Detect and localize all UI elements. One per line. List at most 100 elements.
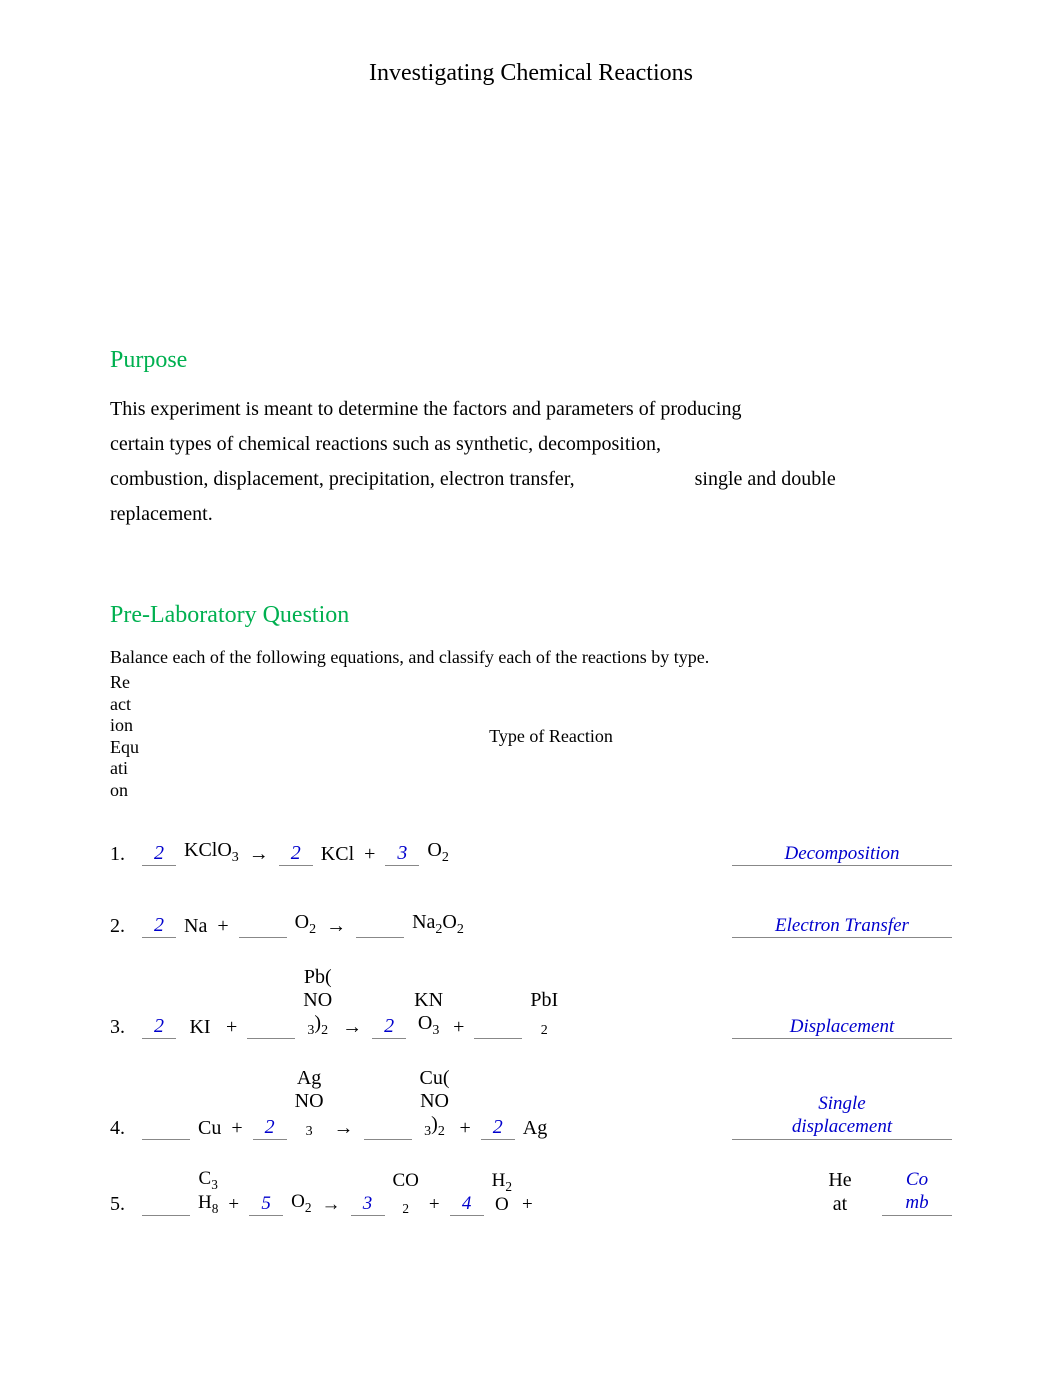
header-frag: Re: [110, 672, 130, 692]
species: H2 O: [488, 1170, 516, 1216]
row-number: 4.: [110, 1117, 138, 1140]
equation-body: 2 KClO3 → 2 KCl + 3 O2: [138, 839, 722, 866]
species: O2: [423, 839, 452, 866]
formula-frag: 2: [402, 1192, 409, 1216]
purpose-text: This experiment is meant to determine th…: [110, 392, 952, 532]
subscript: 2: [438, 1124, 445, 1139]
formula-frag: Ag: [297, 1067, 321, 1090]
arrow: →: [320, 915, 352, 938]
row-number: 3.: [110, 1016, 138, 1039]
prelab-heading: Pre-Laboratory Question: [110, 602, 952, 629]
formula-frag: H2: [492, 1170, 512, 1194]
equation-body: C3 H8 + 5 O2 → 3 CO 2 + 4 H2 O +: [138, 1168, 818, 1216]
formula-frag: KN: [414, 989, 443, 1012]
coefficient: 5: [249, 1193, 283, 1216]
header-frag: ati: [110, 758, 128, 778]
formula-frag: H: [492, 1170, 506, 1191]
coefficient: [142, 1215, 190, 1216]
coefficient: 2: [279, 842, 313, 866]
species: KN O3: [410, 989, 447, 1039]
prelab-instruction: Balance each of the following equations,…: [110, 647, 952, 668]
type-frag: displacement: [792, 1116, 892, 1137]
header-frag: on: [110, 780, 128, 800]
coefficient: 2: [253, 1116, 287, 1140]
header-frag: ion: [110, 715, 133, 735]
species: Na: [180, 915, 211, 938]
subscript: 2: [402, 1201, 409, 1216]
formula: O: [427, 839, 441, 861]
subscript: 8: [212, 1201, 219, 1216]
header-reaction-equation: Re act ion Equ ati on: [110, 672, 150, 802]
purpose-line: combustion, displacement, precipitation,…: [110, 468, 575, 490]
species: Na2O2: [408, 911, 468, 938]
formula-frag: O3: [418, 1012, 439, 1039]
formula-frag: 3)2: [307, 1012, 328, 1039]
formula-frag: C: [199, 1168, 212, 1189]
coefficient: [239, 937, 287, 938]
plus: +: [516, 1194, 539, 1216]
subscript: 3: [306, 1124, 313, 1139]
coefficient: [356, 937, 404, 938]
subscript: 2: [457, 922, 464, 937]
equation-body: 2 Na + O2 → Na2O2: [138, 911, 722, 938]
purpose-line: certain types of chemical reactions such…: [110, 433, 661, 455]
formula-frag: 3: [306, 1113, 313, 1140]
species: KClO3: [180, 839, 243, 866]
formula: O: [442, 911, 456, 933]
header-type: Type of Reaction: [150, 726, 952, 747]
purpose-line: single and double: [695, 468, 836, 490]
formula-frag: H8: [198, 1192, 218, 1216]
document-title: Investigating Chemical Reactions: [110, 60, 952, 87]
species: PbI 2: [526, 989, 562, 1039]
formula-frag: PbI: [530, 989, 558, 1012]
formula-frag: H: [198, 1192, 212, 1213]
species: Ag: [519, 1117, 551, 1140]
coefficient: 2: [142, 842, 176, 866]
plus: +: [211, 915, 234, 938]
row-number: 5.: [110, 1193, 138, 1216]
subscript: 2: [442, 850, 449, 865]
subscript: 2: [505, 1179, 512, 1194]
equation-row: 5. C3 H8 + 5 O2 → 3 CO 2 + 4 H2: [110, 1168, 952, 1216]
species: Cu( NO 3)2: [416, 1067, 454, 1140]
equation-row: 1. 2 KClO3 → 2 KCl + 3 O2 Decomposition: [110, 822, 952, 866]
equation-row: 3. 2 KI + Pb( NO 3)2 → 2 KN O3 +: [110, 966, 952, 1039]
subscript: 3: [432, 1023, 439, 1038]
subscript: 3: [211, 1177, 218, 1192]
species: O2: [287, 1191, 315, 1216]
species: C3 H8: [194, 1168, 222, 1216]
reaction-type: Decomposition: [732, 843, 952, 866]
formula: O: [291, 1191, 305, 1212]
species: KI: [180, 1016, 220, 1039]
row-number: 1.: [110, 843, 138, 866]
coefficient: 2: [481, 1116, 515, 1140]
reaction-type: Displacement: [732, 1016, 952, 1039]
reaction-type: Single displacement: [732, 1093, 952, 1140]
header-frag: act: [110, 694, 131, 714]
document-page: Investigating Chemical Reactions Purpose…: [0, 0, 1062, 1324]
subscript: 2: [541, 1023, 548, 1038]
formula-frag: 3)2: [424, 1113, 445, 1140]
species: O2: [291, 911, 320, 938]
formula: KClO: [184, 839, 232, 861]
formula-frag: Pb(: [304, 966, 332, 989]
reaction-type: Electron Transfer: [732, 915, 952, 938]
formula-frag: ): [431, 1113, 438, 1135]
formula-frag: NO: [420, 1090, 449, 1113]
table-header: Re act ion Equ ati on Type of Reaction: [110, 672, 952, 802]
subscript: 2: [321, 1023, 328, 1038]
plus: +: [423, 1194, 446, 1216]
species: Ag NO 3: [291, 1067, 328, 1140]
species: Pb( NO 3)2: [299, 966, 336, 1039]
plus: +: [454, 1117, 477, 1140]
equation-row: 2. 2 Na + O2 → Na2O2 Electron Transfer: [110, 894, 952, 938]
coefficient: 3: [385, 842, 419, 866]
arrow: →: [336, 1016, 368, 1039]
type-frag: Co: [906, 1169, 928, 1190]
row-number: 2.: [110, 915, 138, 938]
heat-frag: at: [833, 1193, 847, 1215]
coefficient: 2: [142, 1015, 176, 1039]
header-frag: Equ: [110, 737, 139, 757]
plus: +: [358, 843, 381, 866]
heat-frag: He: [828, 1169, 851, 1191]
